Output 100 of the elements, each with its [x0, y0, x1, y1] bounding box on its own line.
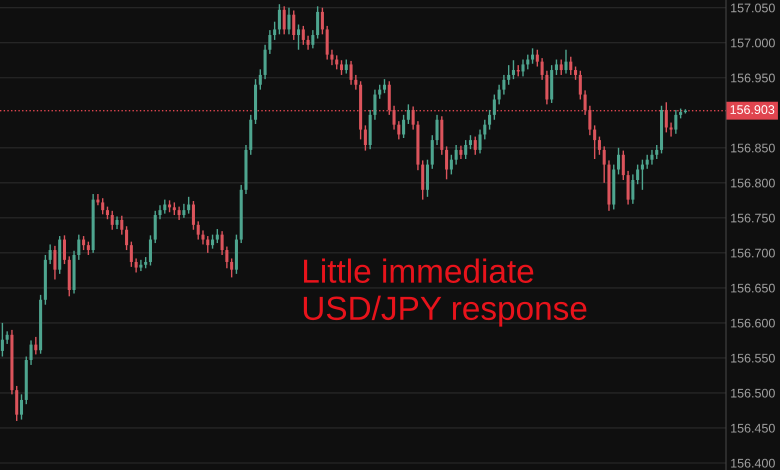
candlestick [120, 215, 124, 236]
y-tick-label: 156.550 [731, 354, 775, 363]
y-tick-label: 156.750 [731, 214, 775, 222]
y-tick-label: 156.800 [731, 178, 775, 188]
candlestick [406, 104, 410, 125]
candlestick [62, 234, 66, 265]
candlestick [206, 235, 210, 254]
candlestick [373, 88, 376, 120]
candlestick [178, 206, 181, 221]
candlestick [478, 128, 482, 154]
candlestick [450, 154, 453, 176]
candlestick [330, 49, 334, 66]
candlestick [588, 105, 592, 136]
candlestick [163, 198, 166, 214]
candlestick [220, 230, 224, 256]
candlestick [474, 136, 477, 156]
candlestick [593, 124, 596, 160]
candlestick [130, 240, 133, 268]
candlestick [531, 48, 534, 64]
candlestick [564, 49, 568, 74]
candlestick [584, 90, 587, 116]
candlestick [144, 256, 148, 269]
candlestick [502, 74, 506, 96]
candlestick [397, 120, 400, 140]
candlestick [216, 228, 219, 244]
candlestick [483, 119, 486, 140]
candlestick [148, 234, 152, 266]
candlestick [30, 340, 33, 366]
candlestick [86, 240, 90, 256]
y-tick-label: 156.700 [731, 248, 775, 258]
candlestick [602, 146, 606, 184]
candlestick [201, 230, 205, 246]
candlestick [134, 258, 138, 274]
candlestick [540, 57, 544, 81]
candlestick [350, 60, 353, 86]
candlestick [382, 78, 386, 94]
candlestick [468, 134, 472, 150]
candlestick [646, 154, 649, 170]
candlestick [459, 145, 462, 160]
candlestick [278, 4, 281, 36]
candlestick [521, 58, 525, 78]
candlestick [464, 139, 468, 160]
candlestick [526, 54, 530, 70]
candlestick [492, 94, 496, 120]
candlestick [158, 204, 162, 220]
candlestick [650, 149, 654, 166]
annotation: Little immediate USD/JPY response [304, 258, 586, 327]
y-tick-label: 156.500 [731, 388, 775, 398]
candlestick [636, 164, 640, 185]
candlestick [536, 49, 539, 68]
candlestick [282, 6, 286, 36]
candlestick [344, 58, 348, 74]
candlestick [125, 226, 128, 251]
candlestick [306, 35, 310, 50]
candlestick [82, 235, 86, 251]
candlestick [569, 56, 572, 76]
candlestick [498, 84, 501, 106]
candlestick [488, 109, 492, 130]
candlestick [679, 108, 682, 120]
candlestick [20, 394, 24, 420]
candlestick [53, 245, 56, 280]
candlestick [96, 193, 100, 206]
candlestick [106, 206, 109, 220]
candlestick [655, 144, 658, 160]
y-tick-label: 156.600 [731, 318, 775, 328]
candlestick [287, 7, 290, 36]
candlestick [664, 102, 668, 134]
candlestick [273, 21, 276, 41]
candlestick [292, 10, 296, 41]
candlestick [445, 146, 448, 180]
y-tick-label: 156.950 [731, 74, 775, 82]
candlestick [316, 6, 320, 40]
candlestick [0, 322, 4, 358]
candlestick [378, 84, 382, 100]
candlestick [670, 122, 673, 138]
candlestick [34, 336, 38, 356]
candlestick [454, 144, 458, 166]
candlestick [101, 198, 104, 216]
candlestick [554, 58, 558, 76]
candlestick [211, 234, 214, 250]
y-tick-label: 156.450 [731, 424, 775, 433]
candlestick [402, 114, 406, 139]
candlestick [258, 68, 262, 90]
candlestick [631, 174, 634, 205]
y-tick-label: 156.400 [731, 458, 775, 468]
candlestick [512, 60, 515, 80]
candlestick [578, 70, 582, 100]
candlestick [6, 330, 9, 345]
candlestick [560, 58, 563, 76]
candlestick [412, 106, 415, 130]
candlestick [674, 109, 678, 134]
candlestick [354, 74, 358, 90]
candlestick [187, 196, 190, 214]
candlestick [335, 54, 338, 70]
candlestick [507, 64, 510, 86]
candlestick [115, 216, 119, 230]
y-tick-label: 157.000 [731, 38, 775, 48]
candlestick [364, 124, 367, 152]
candlestick [311, 29, 314, 50]
candlestick [110, 210, 114, 230]
